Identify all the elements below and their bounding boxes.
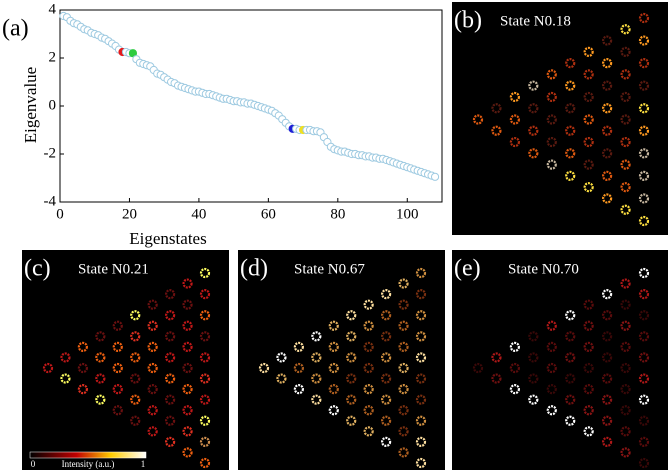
panel-label: (d) [240,256,268,282]
panel-title: State N0.67 [294,261,365,277]
y-tick-label: 2 [49,49,57,65]
colorbar-min: 0 [31,459,36,469]
colorbar [30,452,146,458]
panel-title: State N0.18 [500,13,571,29]
x-tick-label: 60 [261,206,276,222]
colorbar-label: Intensity (a.u.) [62,459,115,469]
figure: (a) Eigenstates Eigenvalue 020406080100-… [0,0,670,472]
panel-label: (a) [2,16,29,42]
panel-title: State N0.70 [508,261,579,277]
image-panel: (b) State N0.18 [452,2,668,235]
image-panel: (e) State N0.70 [452,250,668,470]
x-tick-label: 40 [191,206,206,222]
colorbar-max: 1 [141,459,146,469]
image-background [22,250,229,470]
image-panel: (d) State N0.67 [238,250,445,470]
y-axis-label: Eigenvalue [21,67,40,143]
panel-label: (c) [24,256,51,282]
x-tick-label: 100 [396,206,419,222]
x-tick-label: 20 [122,206,137,222]
y-tick-label: 4 [49,1,57,17]
x-tick-label: 0 [56,206,64,222]
image-background [238,250,445,470]
panel-label: (b) [454,8,482,34]
x-tick-label: 80 [330,206,345,222]
image-panel: (c) State N0.21 [22,250,229,470]
panel-title: State N0.21 [78,261,149,277]
y-tick-label: -4 [44,193,57,209]
data-point [431,173,438,180]
panel-label: (e) [454,256,481,282]
x-axis-label: Eigenstates [129,229,206,248]
image-background [452,2,668,235]
y-tick-label: 0 [49,97,57,113]
y-tick-label: -2 [44,145,57,161]
image-background [452,250,668,470]
